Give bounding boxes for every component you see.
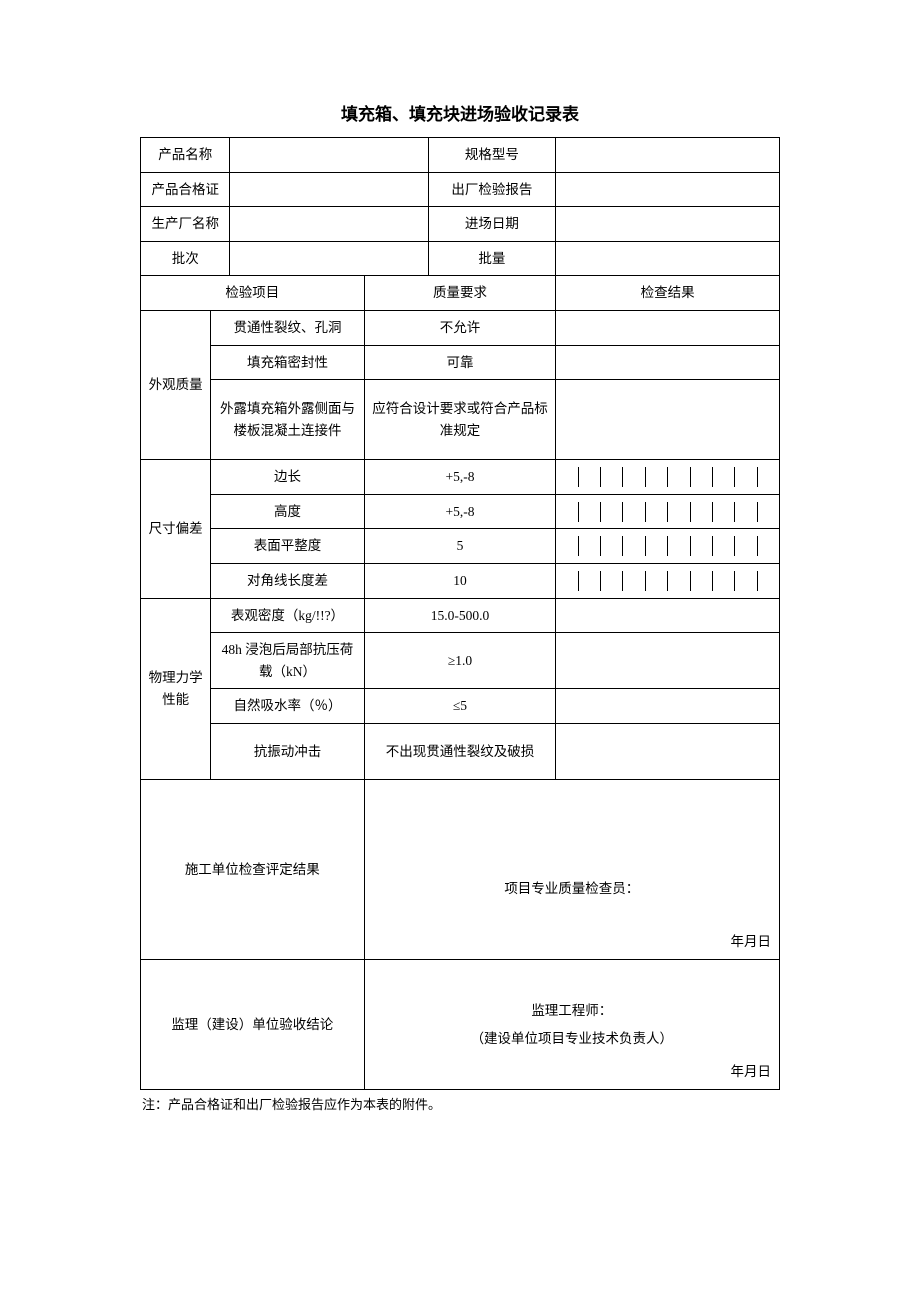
dimension-result — [556, 529, 780, 564]
appearance-req: 不允许 — [364, 310, 556, 345]
table-row: 产品合格证 出厂检验报告 — [141, 172, 780, 207]
physical-result — [556, 689, 780, 724]
physical-req: ≤5 — [364, 689, 556, 724]
product-name-label: 产品名称 — [141, 138, 230, 173]
table-row: 生产厂名称 进场日期 — [141, 207, 780, 242]
appearance-req: 可靠 — [364, 345, 556, 380]
table-row: 产品名称 规格型号 — [141, 138, 780, 173]
arrival-date-value — [556, 207, 780, 242]
table-row: 尺寸偏差 边长 +5,-8 — [141, 460, 780, 495]
appearance-req: 应符合设计要求或符合产品标准规定 — [364, 380, 556, 460]
col-quality-req: 质量要求 — [364, 276, 556, 311]
appearance-group: 外观质量 — [141, 310, 211, 459]
table-row: 48h 浸泡后局部抗压荷载（kN） ≥1.0 — [141, 633, 780, 689]
dimension-item: 边长 — [211, 460, 364, 495]
construction-eval-signature: 项目专业质量检查员： 年月日 — [364, 779, 779, 959]
dimension-result — [556, 563, 780, 598]
col-check-result: 检查结果 — [556, 276, 780, 311]
spec-model-value — [556, 138, 780, 173]
table-row: 外露填充箱外露侧面与楼板混凝土连接件 应符合设计要求或符合产品标准规定 — [141, 380, 780, 460]
product-name-value — [230, 138, 428, 173]
physical-item: 抗振动冲击 — [211, 723, 364, 779]
dimension-item: 表面平整度 — [211, 529, 364, 564]
appearance-result — [556, 380, 780, 460]
table-row: 表面平整度 5 — [141, 529, 780, 564]
dimension-group: 尺寸偏差 — [141, 460, 211, 598]
factory-report-label: 出厂检验报告 — [428, 172, 556, 207]
physical-item: 48h 浸泡后局部抗压荷载（kN） — [211, 633, 364, 689]
batch-qty-label: 批量 — [428, 241, 556, 276]
physical-req: ≥1.0 — [364, 633, 556, 689]
manufacturer-value — [230, 207, 428, 242]
batch-value — [230, 241, 428, 276]
table-row: 施工单位检查评定结果 项目专业质量检查员： 年月日 — [141, 779, 780, 959]
construction-eval-label: 施工单位检查评定结果 — [141, 779, 365, 959]
dimension-result — [556, 494, 780, 529]
dimension-req: 5 — [364, 529, 556, 564]
dimension-req: 10 — [364, 563, 556, 598]
physical-result — [556, 633, 780, 689]
inspector-label: 项目专业质量检查员： — [365, 878, 779, 900]
table-row: 抗振动冲击 不出现贯通性裂纹及破损 — [141, 723, 780, 779]
inspection-table: 产品名称 规格型号 产品合格证 出厂检验报告 生产厂名称 进场日期 批次 批量 … — [140, 137, 780, 1090]
dimension-item: 对角线长度差 — [211, 563, 364, 598]
table-row: 自然吸水率（％） ≤5 — [141, 689, 780, 724]
page-title: 填充箱、填充块进场验收记录表 — [140, 100, 780, 125]
supervision-signature: 监理工程师： （建设单位项目专业技术负责人） 年月日 — [364, 959, 779, 1089]
appearance-item: 贯通性裂纹、孔洞 — [211, 310, 364, 345]
manufacturer-label: 生产厂名称 — [141, 207, 230, 242]
physical-group: 物理力学性能 — [141, 598, 211, 779]
table-row: 高度 +5,-8 — [141, 494, 780, 529]
table-row: 检验项目 质量要求 检查结果 — [141, 276, 780, 311]
factory-report-value — [556, 172, 780, 207]
physical-result — [556, 598, 780, 633]
table-row: 监理（建设）单位验收结论 监理工程师： （建设单位项目专业技术负责人） 年月日 — [141, 959, 780, 1089]
dimension-result — [556, 460, 780, 495]
physical-item: 表观密度（kg/!!?） — [211, 598, 364, 633]
dimension-item: 高度 — [211, 494, 364, 529]
date-label: 年月日 — [731, 931, 772, 953]
physical-item: 自然吸水率（％） — [211, 689, 364, 724]
footnote: 注：产品合格证和出厂检验报告应作为本表的附件。 — [140, 1094, 780, 1113]
physical-req: 15.0-500.0 — [364, 598, 556, 633]
batch-label: 批次 — [141, 241, 230, 276]
spec-model-label: 规格型号 — [428, 138, 556, 173]
table-row: 对角线长度差 10 — [141, 563, 780, 598]
table-row: 批次 批量 — [141, 241, 780, 276]
appearance-item: 填充箱密封性 — [211, 345, 364, 380]
engineer-label: 监理工程师： — [377, 1000, 767, 1022]
date-label: 年月日 — [731, 1061, 772, 1083]
physical-req: 不出现贯通性裂纹及破损 — [364, 723, 556, 779]
dimension-req: +5,-8 — [364, 494, 556, 529]
certificate-label: 产品合格证 — [141, 172, 230, 207]
appearance-item: 外露填充箱外露侧面与楼板混凝土连接件 — [211, 380, 364, 460]
appearance-result — [556, 345, 780, 380]
batch-qty-value — [556, 241, 780, 276]
table-row: 填充箱密封性 可靠 — [141, 345, 780, 380]
arrival-date-label: 进场日期 — [428, 207, 556, 242]
table-row: 物理力学性能 表观密度（kg/!!?） 15.0-500.0 — [141, 598, 780, 633]
certificate-value — [230, 172, 428, 207]
engineer-subtitle: （建设单位项目专业技术负责人） — [377, 1028, 767, 1050]
physical-result — [556, 723, 780, 779]
supervision-label: 监理（建设）单位验收结论 — [141, 959, 365, 1089]
table-row: 外观质量 贯通性裂纹、孔洞 不允许 — [141, 310, 780, 345]
dimension-req: +5,-8 — [364, 460, 556, 495]
col-inspection-item: 检验项目 — [141, 276, 365, 311]
appearance-result — [556, 310, 780, 345]
